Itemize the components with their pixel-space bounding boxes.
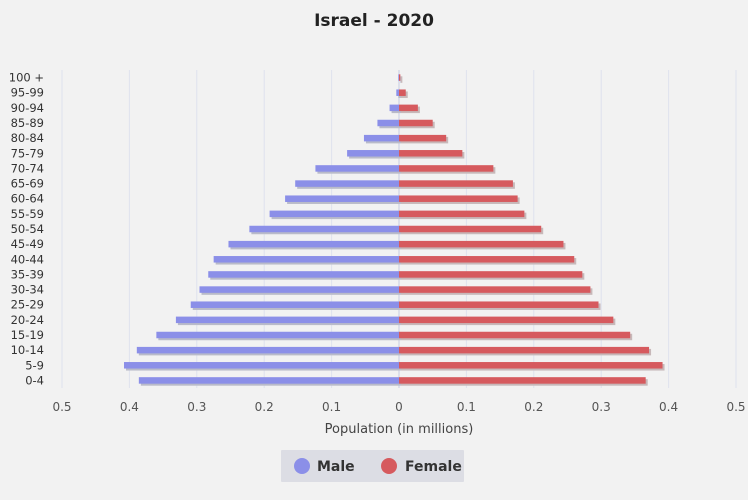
female-bar[interactable] xyxy=(399,150,463,157)
age-group-label: 55-59 xyxy=(11,207,44,221)
x-tick-labels: 0.5 0.4 0.3 0.2 0.1 0 0.1 0.2 0.3 0.4 0.5 xyxy=(52,400,745,414)
female-bar[interactable] xyxy=(399,74,401,81)
female-bar[interactable] xyxy=(399,331,631,339)
age-group-label: 100 + xyxy=(9,71,44,85)
male-bar[interactable] xyxy=(190,301,399,308)
female-bar[interactable] xyxy=(399,165,494,172)
female-bar[interactable] xyxy=(399,89,406,96)
x-tick-label: 0.5 xyxy=(52,400,71,414)
female-bar-shadow xyxy=(401,76,403,83)
bars xyxy=(124,74,665,386)
male-bar[interactable] xyxy=(269,210,399,218)
female-bar[interactable] xyxy=(399,210,525,218)
male-bar[interactable] xyxy=(249,225,399,233)
legend-female-label[interactable]: Female xyxy=(405,459,462,475)
age-group-label: 65-69 xyxy=(11,177,44,191)
x-tick-label: 0.1 xyxy=(322,400,341,414)
legend-female-marker xyxy=(381,458,397,474)
female-bar[interactable] xyxy=(399,316,614,324)
age-group-label: 85-89 xyxy=(11,116,44,130)
male-bar[interactable] xyxy=(208,271,399,278)
male-bar[interactable] xyxy=(285,195,399,202)
male-bar-shadow xyxy=(400,76,401,83)
female-bar[interactable] xyxy=(399,286,591,293)
male-bar[interactable] xyxy=(347,150,399,157)
female-bar[interactable] xyxy=(399,362,663,369)
x-tick-label: 0.2 xyxy=(255,400,274,414)
age-group-label: 40-44 xyxy=(11,252,44,266)
female-bar[interactable] xyxy=(399,134,447,142)
age-group-label: 35-39 xyxy=(11,267,44,281)
age-group-label: 5-9 xyxy=(25,358,44,372)
female-bar[interactable] xyxy=(399,256,575,263)
x-tick-label: 0.1 xyxy=(457,400,476,414)
x-axis-title: Population (in millions) xyxy=(325,422,474,437)
male-bar[interactable] xyxy=(398,74,399,81)
legend-box xyxy=(281,450,464,482)
x-tick-label: 0 xyxy=(395,400,403,414)
female-bar[interactable] xyxy=(399,180,513,187)
male-bar[interactable] xyxy=(124,362,400,369)
age-group-label: 15-19 xyxy=(11,328,44,342)
age-group-label: 45-49 xyxy=(11,237,44,251)
age-group-label: 0-4 xyxy=(25,373,44,387)
x-tick-label: 0.4 xyxy=(659,400,678,414)
male-bar[interactable] xyxy=(228,240,399,248)
female-bar[interactable] xyxy=(399,271,583,278)
male-bar[interactable] xyxy=(136,346,399,354)
age-group-label: 70-74 xyxy=(11,161,44,175)
chart-title: Israel - 2020 xyxy=(314,11,434,31)
legend-male-marker xyxy=(294,458,310,474)
legend-male-label[interactable]: Male xyxy=(317,459,355,475)
male-bar[interactable] xyxy=(175,316,399,324)
male-bar[interactable] xyxy=(199,286,399,293)
male-bar[interactable] xyxy=(389,104,399,112)
age-group-label: 25-29 xyxy=(11,298,44,312)
age-group-label: 95-99 xyxy=(11,86,44,100)
age-group-label: 20-24 xyxy=(11,313,44,327)
x-tick-label: 0.3 xyxy=(187,400,206,414)
female-bar[interactable] xyxy=(399,301,599,308)
female-bar[interactable] xyxy=(399,240,564,248)
female-bar[interactable] xyxy=(399,225,542,233)
x-tick-label: 0.4 xyxy=(120,400,139,414)
female-bar[interactable] xyxy=(399,377,646,384)
age-group-label: 80-84 xyxy=(11,131,44,145)
male-bar[interactable] xyxy=(138,377,399,384)
age-group-label: 60-64 xyxy=(11,192,44,206)
male-bar[interactable] xyxy=(396,89,399,96)
age-group-label: 30-34 xyxy=(11,283,44,297)
male-bar[interactable] xyxy=(377,119,399,127)
male-bar[interactable] xyxy=(156,331,399,339)
age-group-label: 10-14 xyxy=(11,343,44,357)
male-bar[interactable] xyxy=(315,165,399,172)
age-group-label: 90-94 xyxy=(11,101,44,115)
male-bar[interactable] xyxy=(295,180,399,187)
male-bar[interactable] xyxy=(213,256,399,263)
x-tick-label: 0.3 xyxy=(592,400,611,414)
x-tick-label: 0.2 xyxy=(524,400,543,414)
male-bar[interactable] xyxy=(363,134,399,142)
x-tick-label: 0.5 xyxy=(726,400,745,414)
legend[interactable]: Male Female xyxy=(281,450,464,482)
age-group-label: 50-54 xyxy=(11,222,44,236)
female-bar[interactable] xyxy=(399,119,433,127)
female-bar[interactable] xyxy=(399,104,418,112)
female-bar[interactable] xyxy=(399,346,650,354)
age-group-label: 75-79 xyxy=(11,146,44,160)
female-bar[interactable] xyxy=(399,195,518,202)
